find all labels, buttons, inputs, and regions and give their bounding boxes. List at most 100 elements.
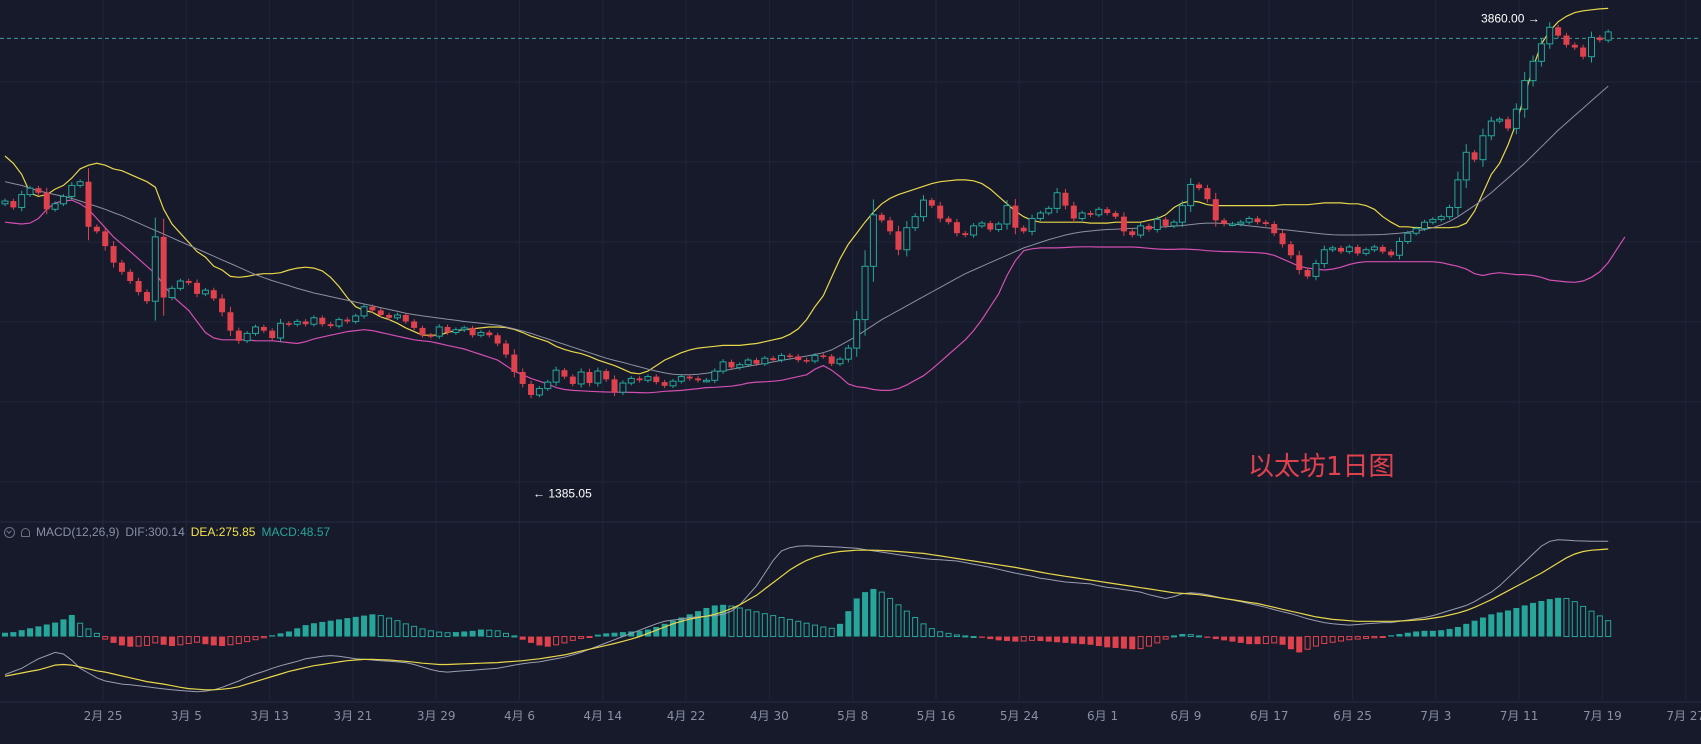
macd-bar bbox=[319, 621, 326, 637]
macd-bar bbox=[494, 630, 501, 638]
candle-body-up bbox=[1245, 217, 1253, 223]
macd-bar bbox=[1588, 610, 1595, 638]
macd-bar bbox=[1513, 607, 1520, 637]
candle-body-up bbox=[460, 327, 468, 331]
macd-bar bbox=[1212, 636, 1219, 640]
macd-bar bbox=[227, 636, 234, 646]
macd-bar bbox=[177, 636, 184, 646]
macd-bar bbox=[619, 632, 626, 637]
macd-bar bbox=[887, 597, 894, 638]
macd-bar bbox=[761, 613, 768, 638]
candle-body-down bbox=[1070, 205, 1077, 219]
chart-watermark: 以太坊1日图 bbox=[1248, 452, 1395, 482]
candle-body-down bbox=[160, 236, 167, 298]
candle-body-down bbox=[1279, 233, 1286, 245]
candle-body-down bbox=[127, 271, 134, 282]
macd-bar bbox=[269, 635, 276, 637]
macd-bar bbox=[1254, 636, 1261, 645]
candle-body-up bbox=[1370, 246, 1378, 251]
macd-bar bbox=[160, 636, 167, 645]
candle-body-up bbox=[168, 287, 176, 299]
candle-body-up bbox=[1479, 135, 1487, 161]
macd-bar bbox=[1237, 636, 1244, 643]
candle-body-down bbox=[1338, 247, 1344, 252]
macd-bar bbox=[143, 636, 150, 646]
candle-body-down bbox=[937, 205, 944, 219]
candle-body-up bbox=[1, 200, 9, 205]
macd-bar bbox=[1404, 632, 1411, 637]
candle-body-down bbox=[235, 330, 242, 341]
macd-bar bbox=[93, 632, 100, 638]
macd-bar bbox=[68, 614, 75, 637]
x-axis-tick-label: 3月 13 bbox=[250, 709, 289, 723]
macd-bar bbox=[219, 636, 226, 647]
candle-body-down bbox=[1104, 209, 1111, 213]
macd-bar bbox=[1171, 635, 1177, 638]
candle-body-down bbox=[928, 200, 935, 206]
candle-body-down bbox=[427, 335, 434, 337]
candle-body-down bbox=[285, 323, 292, 325]
macd-bar bbox=[1296, 636, 1303, 653]
macd-bar bbox=[628, 631, 635, 637]
macd-bar bbox=[127, 636, 134, 647]
candle-body-down bbox=[219, 298, 226, 313]
candle-body-down bbox=[887, 220, 894, 232]
macd-bar bbox=[1037, 636, 1044, 641]
macd-bar bbox=[845, 611, 852, 637]
macd-indicator-name[interactable]: MACD(12,26,9) bbox=[36, 525, 120, 539]
macd-bar bbox=[653, 627, 660, 637]
macd-bar bbox=[903, 610, 910, 638]
candle-body-up bbox=[1521, 80, 1529, 110]
macd-legend: MACD(12,26,9) DIF:300.14 DEA:275.85 MACD… bbox=[4, 524, 330, 540]
macd-bar bbox=[1279, 636, 1286, 645]
candle-body-up bbox=[903, 227, 911, 251]
candle-body-down bbox=[210, 290, 217, 299]
x-axis-tick-label: 4月 6 bbox=[504, 709, 535, 723]
candle-body-down bbox=[770, 358, 777, 361]
macd-bar bbox=[1062, 636, 1069, 643]
x-axis-tick-label: 7月 19 bbox=[1583, 709, 1622, 723]
macd-bar bbox=[786, 618, 793, 638]
macd-bar bbox=[1505, 610, 1511, 637]
macd-bar bbox=[252, 636, 259, 641]
macd-bar bbox=[419, 628, 426, 638]
macd-bar bbox=[1287, 636, 1294, 650]
x-axis-tick-label: 7月 3 bbox=[1420, 709, 1451, 723]
candle-body-down bbox=[569, 376, 576, 384]
candle-body-down bbox=[369, 306, 376, 311]
collapse-chevron-icon[interactable] bbox=[4, 526, 15, 538]
alert-bell-icon[interactable] bbox=[21, 527, 30, 537]
macd-bar bbox=[1580, 605, 1587, 638]
macd-bar bbox=[1321, 636, 1328, 645]
macd-bar bbox=[436, 631, 443, 638]
macd-bar bbox=[586, 636, 593, 639]
macd-bar bbox=[110, 636, 117, 643]
candle-body-down bbox=[118, 262, 125, 272]
candle-body-up bbox=[1095, 208, 1103, 216]
candle-body-down bbox=[1221, 220, 1228, 225]
macd-bar bbox=[720, 604, 727, 637]
macd-bar bbox=[795, 620, 802, 638]
macd-bar bbox=[18, 630, 25, 637]
macd-bar bbox=[561, 636, 568, 644]
macd-bar bbox=[970, 636, 977, 639]
candle-body-up bbox=[335, 319, 343, 327]
macd-bar bbox=[344, 618, 351, 637]
candle-body-up bbox=[1036, 212, 1044, 219]
macd-bar bbox=[1438, 630, 1445, 637]
candle-body-up bbox=[176, 280, 184, 289]
candle-body-up bbox=[252, 326, 259, 334]
candle-body-down bbox=[402, 315, 409, 322]
macd-bar bbox=[1471, 620, 1478, 637]
macd-bar bbox=[118, 636, 125, 646]
candle-body-down bbox=[603, 371, 610, 380]
candle-body-down bbox=[185, 281, 192, 283]
candle-body-up bbox=[836, 358, 844, 365]
candle-body-up bbox=[594, 370, 602, 384]
candle-body-down bbox=[102, 231, 109, 247]
macd-bar bbox=[469, 630, 476, 637]
candle-body-down bbox=[953, 222, 960, 234]
macd-bar bbox=[202, 636, 209, 645]
candle-body-up bbox=[736, 364, 744, 368]
